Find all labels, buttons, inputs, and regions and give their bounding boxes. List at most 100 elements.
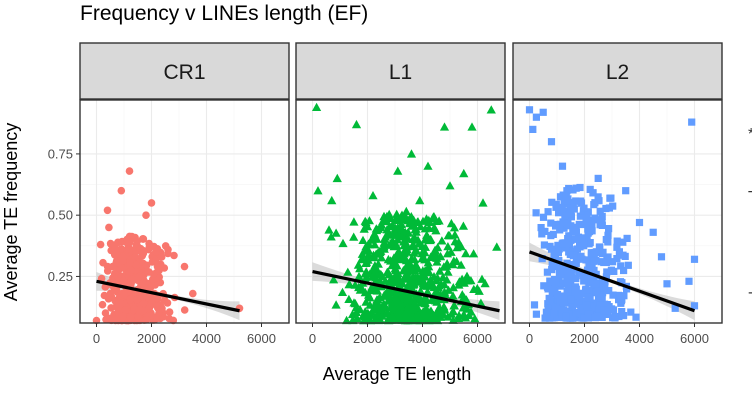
data-point [584,225,592,233]
data-point [416,270,427,280]
data-point [583,301,591,309]
data-point [331,228,341,237]
data-point [443,242,453,251]
data-point [351,119,362,129]
data-point [98,300,107,309]
data-point [358,235,368,244]
data-point [562,312,570,321]
x-axis-ticks: 0 2000 4000 6000 [93,323,276,346]
data-point [580,314,588,322]
data-point [110,269,119,278]
data-point [455,241,465,250]
data-point [357,253,367,263]
data-point [117,245,126,253]
data-point [337,287,348,296]
data-point [408,241,418,251]
facet-strip-label: CR1 [163,61,205,84]
data-point [617,297,626,305]
data-point [417,248,427,258]
data-point [532,310,540,318]
x-tick-label: 6000 [680,331,709,346]
data-point [409,300,419,310]
data-point [584,314,592,322]
data-point [403,241,413,250]
data-point [114,302,122,311]
data-point [590,275,598,283]
data-point [431,216,441,225]
data-point [587,251,595,259]
data-point [613,243,621,251]
data-point [425,235,435,245]
data-point [461,295,471,304]
data-point [576,183,584,192]
data-point [106,314,114,323]
data-point [416,298,426,307]
data-point [343,267,353,276]
data-point [165,308,174,316]
data-point [578,289,586,297]
data-point [604,231,612,239]
data-point [406,212,416,221]
data-point [540,241,548,249]
data-point [430,251,440,260]
panel-border [79,99,290,324]
data-point [598,221,606,229]
x-axis-title: Average TE length [323,364,471,384]
x-axis-ticks: 0 2000 4000 6000 [526,323,709,346]
data-point [611,313,619,321]
data-point [546,277,554,285]
data-point [394,310,404,320]
data-point [424,217,434,226]
data-point [618,308,626,316]
data-point [443,267,453,276]
data-point [180,262,189,271]
data-point [688,118,696,126]
x-axis-ticks: 0 2000 4000 6000 [309,323,492,346]
data-point [368,191,378,200]
trend-line [96,279,240,313]
data-point [596,243,604,251]
data-point [476,298,486,307]
data-point [379,290,389,299]
data-point [373,295,383,304]
data-point [421,303,431,312]
data-point [446,218,456,228]
data-point [584,229,592,237]
data-point [547,245,556,253]
panel-border [512,99,723,324]
data-point [613,237,621,245]
data-point [690,302,699,310]
data-point [429,247,439,256]
data-point [349,298,359,307]
data-point [113,249,121,258]
data-point [344,294,354,303]
data-point [449,301,459,310]
data-point [591,248,599,256]
data-point [558,162,567,170]
data-point [557,271,565,279]
data-point [607,194,615,202]
data-point [359,224,369,233]
data-point [620,266,628,275]
data-point [152,256,160,265]
data-point [126,259,134,267]
data-point [354,271,364,281]
data-point [331,300,341,309]
data-point [139,249,148,258]
data-point [392,235,403,244]
data-point [371,264,382,273]
data-point [387,311,397,320]
data-point [410,233,420,242]
data-point [147,199,156,207]
data-point [415,195,425,205]
data-point [567,267,575,275]
facet-strip-label: L1 [389,61,412,84]
data-point [598,212,606,220]
x-tick-label: 0 [309,331,316,346]
data-point [663,280,671,288]
data-point [349,232,359,241]
data-point [450,237,460,246]
data-point [551,288,559,296]
data-point [553,297,561,305]
